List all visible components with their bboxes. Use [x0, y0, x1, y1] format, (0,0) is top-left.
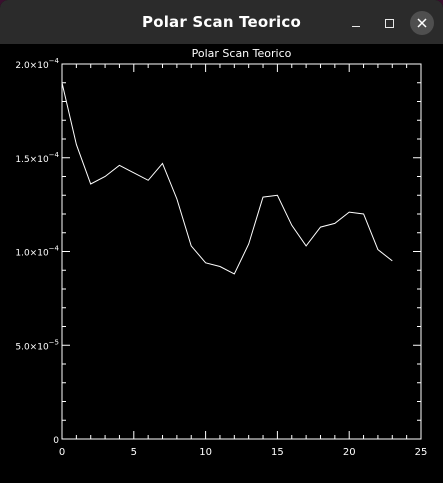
series-line	[61, 82, 393, 275]
close-button[interactable]	[410, 11, 434, 35]
x-tick-label: 5	[131, 447, 137, 458]
y-tick-label: 0	[53, 436, 59, 446]
chart-title: Polar Scan Teorico	[192, 47, 292, 60]
maximize-icon	[385, 19, 394, 28]
x-tick-label: 15	[271, 447, 284, 458]
line-chart: Polar Scan Teorico 0 5 10 15 20 25 0 5.0×10−5 1.0…	[15, 47, 428, 458]
plot-frame	[61, 63, 422, 440]
maximize-button[interactable]	[377, 11, 401, 35]
x-tick-label: 20	[343, 447, 356, 458]
y-tick-label: 2.0×10−4	[15, 57, 59, 71]
window-title: Polar Scan Teorico	[142, 13, 301, 31]
minimize-icon	[352, 26, 360, 27]
y-tick-label: 1.0×10−4	[15, 245, 59, 259]
y-tick-label: 5.0×10−5	[15, 338, 59, 352]
x-tick-label: 0	[59, 447, 65, 458]
y-tick-label: 1.5×10−4	[15, 151, 59, 165]
minimize-button[interactable]	[344, 11, 368, 35]
x-tick-label: 25	[415, 447, 428, 458]
close-icon	[417, 18, 427, 28]
x-tick-label: 10	[199, 447, 212, 458]
plot-area: Polar Scan Teorico 0 5 10 15 20 25 0 5.0×10−5 1.0…	[0, 44, 443, 483]
title-bar[interactable]: Polar Scan Teorico	[0, 0, 443, 44]
